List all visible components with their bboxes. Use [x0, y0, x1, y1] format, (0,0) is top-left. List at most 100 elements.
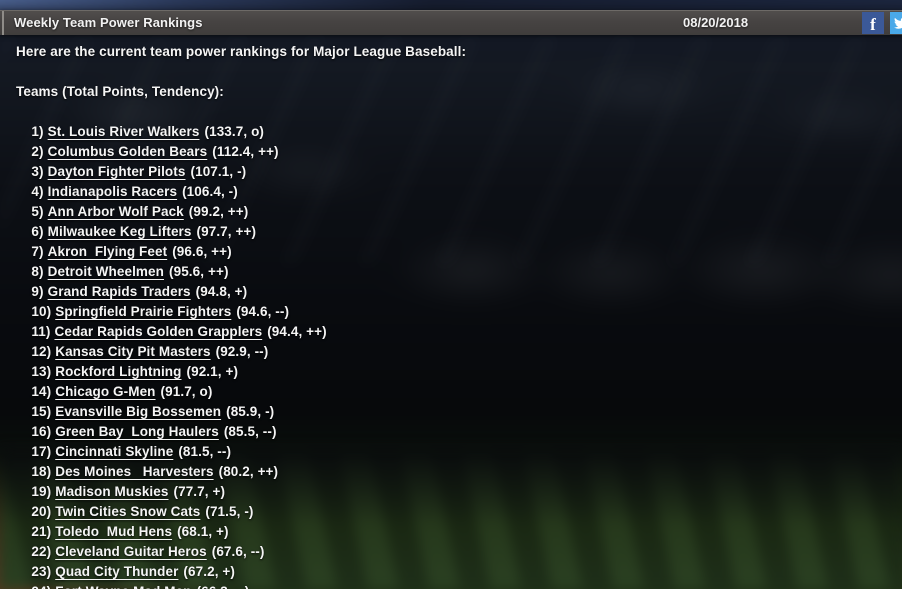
report-body: Here are the current team power rankings…: [16, 42, 896, 589]
team-stats: (77.7, +): [173, 484, 226, 499]
team-stats: (71.5, -): [205, 504, 254, 519]
rank-number: 15): [31, 404, 52, 419]
team-link[interactable]: Fort Wayne Mad Men: [55, 584, 191, 589]
blank-line: [16, 62, 896, 82]
rank-number: 9): [31, 284, 44, 299]
team-link[interactable]: Evansville Big Bossemen: [55, 404, 222, 419]
team-link[interactable]: Cedar Rapids Golden Grapplers: [54, 324, 263, 339]
intro-text: Here are the current team power rankings…: [16, 44, 467, 59]
team-stats: (94.8, +): [195, 284, 248, 299]
rank-number: 10): [31, 304, 52, 319]
ranking-row: 17) Cincinnati Skyline (81.5, --): [16, 422, 896, 459]
facebook-glyph: f: [870, 15, 876, 34]
team-link[interactable]: Dayton Fighter Pilots: [47, 164, 186, 179]
page-title: Weekly Team Power Rankings: [14, 15, 203, 30]
team-link[interactable]: Milwaukee Keg Lifters: [47, 224, 192, 239]
team-stats: (94.4, ++): [267, 324, 327, 339]
ranking-row: 2) Columbus Golden Bears (112.4, ++): [16, 122, 896, 159]
rank-number: 18): [31, 464, 52, 479]
ranking-row: 8) Detroit Wheelmen (95.6, ++): [16, 242, 896, 279]
current-date: 08/20/2018: [683, 15, 749, 30]
team-stats: (96.6, ++): [172, 244, 232, 259]
rank-number: 8): [31, 264, 44, 279]
rank-number: 17): [31, 444, 52, 459]
ranking-row: 4) Indianapolis Racers (106.4, -): [16, 162, 896, 199]
team-stats: (85.9, -): [226, 404, 275, 419]
rank-number: 3): [31, 164, 44, 179]
team-link[interactable]: Cincinnati Skyline: [55, 444, 174, 459]
ranking-row: 11) Cedar Rapids Golden Grapplers (94.4, +…: [16, 302, 896, 339]
ranking-row: 12) Kansas City Pit Masters (92.9, --): [16, 322, 896, 359]
rank-number: 5): [31, 204, 44, 219]
team-stats: (94.6, --): [236, 304, 290, 319]
team-link[interactable]: Quad City Thunder: [55, 564, 179, 579]
ranking-row: 21) Toledo Mud Hens (68.1, +): [16, 502, 896, 539]
team-stats: (67.2, +): [183, 564, 235, 579]
rank-number: 7): [31, 244, 44, 259]
rank-number: 11): [31, 324, 51, 339]
team-stats: (107.1, -): [190, 164, 247, 179]
team-stats: (91.7, o): [160, 384, 213, 399]
rank-number: 22): [31, 544, 52, 559]
team-stats: (99.2, ++): [188, 204, 249, 219]
team-link[interactable]: Indianapolis Racers: [47, 184, 178, 199]
team-link[interactable]: Detroit Wheelmen: [47, 264, 164, 279]
social-links: f: [862, 12, 902, 34]
team-stats: (112.4, ++): [212, 144, 279, 159]
ranking-row: 18) Des Moines Harvesters (80.2, ++): [16, 442, 896, 479]
twitter-icon[interactable]: [890, 12, 902, 34]
ranking-row: 3) Dayton Fighter Pilots (107.1, -): [16, 142, 896, 179]
team-stats: (97.7, ++): [196, 224, 257, 239]
team-stats: (68.1, +): [177, 524, 229, 539]
titlebar: Weekly Team Power Rankings 08/20/2018 f: [0, 10, 902, 35]
team-stats: (106.4, -): [182, 184, 238, 199]
ranking-row: 16) Green Bay Long Haulers (85.5, --): [16, 402, 896, 439]
rank-number: 24): [31, 584, 51, 589]
team-link[interactable]: Columbus Golden Bears: [47, 144, 208, 159]
team-link[interactable]: Akron Flying Feet: [47, 244, 168, 259]
team-link[interactable]: Green Bay Long Haulers: [55, 424, 219, 439]
team-link[interactable]: Madison Muskies: [55, 484, 169, 499]
team-stats: (133.7, o): [204, 124, 265, 139]
team-stats: (80.2, ++): [218, 464, 279, 479]
team-stats: (67.6, --): [211, 544, 265, 559]
team-stats: (95.6, ++): [169, 264, 229, 279]
team-stats: (85.5, --): [223, 424, 277, 439]
team-link[interactable]: St. Louis River Walkers: [47, 124, 200, 139]
ranking-row: 24) Fort Wayne Mad Men (66.3, --): [16, 562, 896, 589]
team-link[interactable]: Springfield Prairie Fighters: [55, 304, 232, 319]
ranking-row: 9) Grand Rapids Traders (94.8, +): [16, 262, 896, 299]
team-link[interactable]: Rockford Lightning: [55, 364, 182, 379]
team-link[interactable]: Grand Rapids Traders: [47, 284, 191, 299]
ranking-row: 6) Milwaukee Keg Lifters (97.7, ++): [16, 202, 896, 239]
rank-number: 1): [31, 124, 44, 139]
twitter-bird-icon: [894, 17, 902, 29]
facebook-icon[interactable]: f: [862, 12, 884, 34]
rankings-list: 1) St. Louis River Walkers (133.7, o) 2) Co…: [16, 102, 896, 589]
rank-number: 14): [31, 384, 52, 399]
team-stats: (81.5, --): [178, 444, 232, 459]
ranking-row: 23) Quad City Thunder (67.2, +): [16, 542, 896, 579]
rank-number: 4): [31, 184, 44, 199]
rank-number: 12): [31, 344, 52, 359]
team-stats: (92.9, --): [215, 344, 269, 359]
rank-number: 20): [31, 504, 52, 519]
rank-number: 23): [31, 564, 52, 579]
team-stats: (92.1, +): [186, 364, 239, 379]
team-link[interactable]: Cleveland Guitar Heros: [55, 544, 207, 559]
ranking-row: 15) Evansville Big Bossemen (85.9, -): [16, 382, 896, 419]
ranking-row: 14) Chicago G-Men (91.7, o): [16, 362, 896, 399]
ranking-row: 19) Madison Muskies (77.7, +): [16, 462, 896, 499]
team-stats: (66.3, --): [197, 584, 250, 589]
team-link[interactable]: Chicago G-Men: [55, 384, 156, 399]
team-link[interactable]: Kansas City Pit Masters: [55, 344, 211, 359]
team-link[interactable]: Twin Cities Snow Cats: [55, 504, 201, 519]
ranking-row: 22) Cleveland Guitar Heros (67.6, --): [16, 522, 896, 559]
list-heading: Teams (Total Points, Tendency):: [16, 84, 224, 99]
team-link[interactable]: Ann Arbor Wolf Pack: [47, 204, 184, 219]
rank-number: 21): [31, 524, 52, 539]
team-link[interactable]: Toledo Mud Hens: [55, 524, 173, 539]
team-link[interactable]: Des Moines Harvesters: [55, 464, 214, 479]
rank-number: 2): [31, 144, 44, 159]
